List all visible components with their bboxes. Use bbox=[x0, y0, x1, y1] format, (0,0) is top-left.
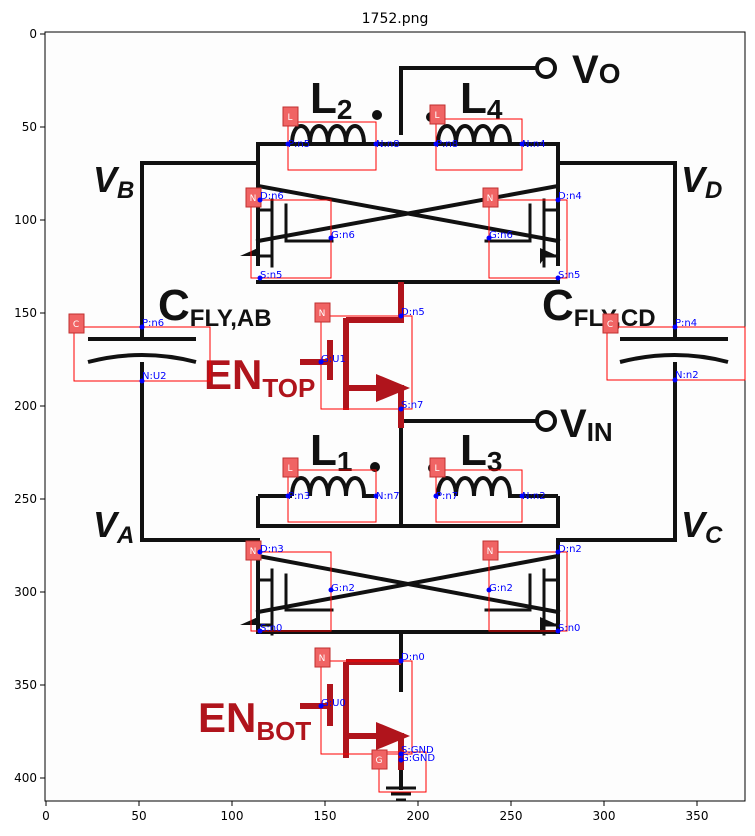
va-label: VA bbox=[93, 504, 134, 549]
vin-label: VIN bbox=[560, 402, 613, 447]
pin-label: P:n5 bbox=[288, 139, 310, 150]
pin-label: G:n2 bbox=[489, 583, 513, 594]
pin-label: G:n6 bbox=[489, 230, 513, 241]
pin-label: S:n5 bbox=[558, 270, 580, 281]
x-tick-label: 250 bbox=[500, 809, 523, 823]
fet-arrow bbox=[240, 617, 258, 633]
pin-label: P:n6 bbox=[142, 318, 164, 329]
y-tick-label: 0 bbox=[29, 27, 37, 41]
pin-label: P:n7 bbox=[436, 491, 458, 502]
vc-label: VC bbox=[681, 504, 723, 549]
en-bot-label: ENBOT bbox=[198, 694, 311, 746]
y-tick-label: 50 bbox=[22, 120, 37, 134]
pin-label: G:n2 bbox=[331, 583, 355, 594]
ground-symbol bbox=[386, 786, 416, 802]
enbot-arrow bbox=[376, 722, 410, 750]
y-tick-label: 300 bbox=[14, 585, 37, 599]
y-tick-label: 150 bbox=[14, 306, 37, 320]
pin-label: S:n5 bbox=[260, 270, 282, 281]
x-tick-label: 150 bbox=[314, 809, 337, 823]
fet-arrow bbox=[540, 617, 558, 633]
tag-label: L bbox=[287, 464, 292, 474]
pin-label: S:GND bbox=[401, 745, 434, 756]
vo-label: VO bbox=[572, 48, 620, 92]
vd-label: VD bbox=[681, 159, 722, 204]
tag-label: C bbox=[73, 320, 79, 330]
pin-label: D:n2 bbox=[558, 544, 582, 555]
x-tick-label: 200 bbox=[407, 809, 430, 823]
x-tick-label: 350 bbox=[686, 809, 709, 823]
tag-label: G bbox=[376, 756, 383, 766]
fet-arrow bbox=[240, 248, 258, 264]
tag-label: N bbox=[250, 547, 257, 557]
l2-label: L2 bbox=[310, 74, 352, 125]
pin-label: G:n6 bbox=[331, 230, 355, 241]
tag-label: L bbox=[287, 113, 292, 123]
l1-label: L1 bbox=[310, 426, 352, 477]
pin-label: S:n0 bbox=[558, 623, 580, 634]
pin-label: N:U2 bbox=[142, 371, 167, 382]
pin-dots bbox=[139, 141, 678, 763]
tag-label: N bbox=[319, 309, 326, 319]
en-top-label: ENTOP bbox=[204, 351, 315, 403]
inductor-l4 bbox=[436, 124, 558, 146]
pin-label: P:n3 bbox=[288, 491, 310, 502]
vb-label: VB bbox=[93, 159, 134, 204]
y-tick-label: 250 bbox=[14, 492, 37, 506]
inductor-l3 bbox=[436, 476, 558, 498]
l2-dot bbox=[372, 110, 382, 120]
pin-label: G:GND bbox=[401, 753, 435, 764]
pin-label: N:n2 bbox=[522, 491, 546, 502]
tag-label: N bbox=[487, 547, 494, 557]
pin-label: N:n2 bbox=[675, 370, 699, 381]
pin-label: D:n5 bbox=[401, 307, 425, 318]
pin-label: D:n6 bbox=[260, 191, 284, 202]
circuit-labels: VO VIN VB VD VA VC L2 L4 L1 L3 CFLY,AB C… bbox=[93, 48, 723, 746]
x-tick-label: 300 bbox=[593, 809, 616, 823]
pin-label: P:n8 bbox=[436, 139, 458, 150]
y-axis: 0 50 100 150 200 250 300 350 400 bbox=[14, 27, 45, 785]
capacitor-cfly-ab bbox=[87, 337, 197, 393]
tag-label: N bbox=[250, 194, 257, 204]
x-tick-label: 100 bbox=[221, 809, 244, 823]
y-tick-label: 400 bbox=[14, 771, 37, 785]
upper-rail-links bbox=[256, 144, 560, 163]
y-tick-label: 200 bbox=[14, 399, 37, 413]
l4-label: L4 bbox=[460, 74, 503, 125]
entop-arrow bbox=[376, 374, 410, 402]
tag-label: C bbox=[607, 320, 613, 330]
x-tick-label: 0 bbox=[42, 809, 50, 823]
pin-label: S:n0 bbox=[260, 623, 282, 634]
pin-label: G:U0 bbox=[321, 698, 346, 709]
vo-terminal bbox=[535, 57, 557, 79]
fet-arrow bbox=[540, 248, 558, 264]
tag-label: L bbox=[434, 464, 439, 474]
tag-label: N bbox=[487, 194, 494, 204]
pin-label: D:n3 bbox=[260, 544, 284, 555]
tag-label: L bbox=[434, 111, 439, 121]
y-tick-label: 350 bbox=[14, 678, 37, 692]
entop-fet bbox=[300, 282, 404, 428]
x-axis: 0 50 100 150 200 250 300 350 bbox=[42, 801, 708, 823]
pin-label: S:n7 bbox=[401, 400, 423, 411]
pin-label: G:U1 bbox=[321, 354, 346, 365]
pin-label: N:n4 bbox=[522, 139, 546, 150]
pin-label: N:n7 bbox=[376, 491, 400, 502]
pin-label: P:n4 bbox=[675, 318, 697, 329]
pin-label: D:n0 bbox=[401, 652, 425, 663]
tag-label: N bbox=[319, 654, 326, 664]
x-tick-label: 50 bbox=[131, 809, 146, 823]
lower-rail-links bbox=[256, 496, 560, 526]
figure-title: 1752.png bbox=[362, 11, 429, 27]
pin-label: N:n8 bbox=[376, 139, 400, 150]
pin-label: D:n4 bbox=[558, 191, 582, 202]
vin-terminal bbox=[535, 410, 557, 432]
l3-label: L3 bbox=[460, 426, 502, 477]
y-tick-label: 100 bbox=[14, 213, 37, 227]
pin-labels: P:n5 N:n8 P:n8 N:n4 D:n6 G:n6 S:n5 D:n4 … bbox=[142, 139, 699, 764]
axes-frame bbox=[44, 31, 746, 802]
